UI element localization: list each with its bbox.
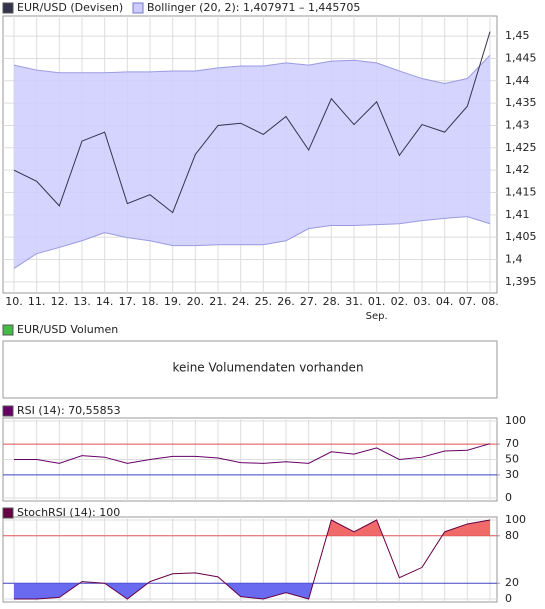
plot-area — [2, 340, 498, 399]
legend-swatch — [2, 507, 14, 519]
y-tick-label: 1,41 — [505, 208, 530, 221]
x-tick-label: 21. — [209, 295, 227, 308]
band-upper — [13, 54, 491, 84]
threshold-fill — [14, 583, 490, 599]
y-tick-label: 1,45 — [505, 29, 530, 42]
y-tick-label: 80 — [505, 529, 519, 542]
y-tick-label: 100 — [505, 513, 526, 526]
y-tick-label: 20 — [505, 576, 519, 589]
x-tick-label: 18. — [141, 295, 159, 308]
legend-swatch — [132, 2, 144, 14]
x-tick-label: 24. — [232, 295, 250, 308]
x-tick-label: 31. — [345, 295, 363, 308]
legend-swatch — [2, 2, 14, 14]
legend-label: StochRSI (14): 100 — [17, 506, 120, 519]
y-tick-label: 50 — [505, 453, 519, 466]
y-tick-label: 1,42 — [505, 163, 530, 176]
line-series — [13, 31, 491, 214]
y-tick-label: 30 — [505, 468, 519, 481]
x-tick-label: 28. — [323, 295, 341, 308]
y-tick-label: 1,425 — [505, 141, 537, 154]
band-area — [14, 55, 490, 269]
x-tick-label: 12. — [51, 295, 69, 308]
x-tick-label: 17. — [119, 295, 137, 308]
y-tick-label: 1,395 — [505, 275, 537, 288]
band-lower — [13, 216, 491, 269]
x-tick-label: 10. — [5, 295, 23, 308]
x-tick-label: 01. — [368, 295, 386, 308]
line-series — [14, 443, 491, 464]
x-tick-label: 02. — [391, 295, 409, 308]
legend-label: Bollinger (20, 2): 1,407971 – 1,445705 — [147, 1, 360, 14]
y-tick-label: 1,435 — [505, 96, 537, 109]
legend-label: EUR/USD (Devisen) — [17, 1, 123, 14]
x-tick-label: 11. — [28, 295, 46, 308]
empty-message: keine Volumendaten vorhanden — [172, 361, 363, 375]
y-tick-label: 1,415 — [505, 185, 537, 198]
y-tick-label: 100 — [505, 414, 526, 427]
x-tick-label: 08. — [481, 295, 499, 308]
x-tick-label: 19. — [164, 295, 182, 308]
y-tick-label: 1,44 — [505, 74, 530, 87]
y-tick-label: 0 — [505, 592, 512, 605]
y-tick-label: 1,43 — [505, 118, 530, 131]
legend-swatch — [2, 405, 14, 417]
x-tick-label: 04. — [436, 295, 454, 308]
x-tick-label: 07. — [459, 295, 477, 308]
x-tick-label: 20. — [187, 295, 205, 308]
legend-label: RSI (14): 70,55853 — [17, 404, 121, 417]
y-tick-label: 70 — [505, 437, 519, 450]
legend-swatch — [2, 324, 14, 336]
y-tick-label: 1,445 — [505, 51, 537, 64]
y-tick-label: 0 — [505, 491, 512, 504]
x-tick-label: 25. — [255, 295, 273, 308]
x-tick-label: 03. — [413, 295, 431, 308]
x-tick-label: 13. — [73, 295, 91, 308]
y-tick-label: 1,4 — [505, 252, 523, 265]
x-sublabel: Sep. — [366, 311, 388, 322]
legend-label: EUR/USD Volumen — [17, 323, 118, 336]
line-series — [14, 519, 491, 600]
threshold-fill — [14, 520, 490, 536]
y-tick-label: 1,405 — [505, 230, 537, 243]
x-tick-label: 27. — [300, 295, 318, 308]
x-tick-label: 26. — [277, 295, 295, 308]
x-tick-label: 14. — [96, 295, 114, 308]
